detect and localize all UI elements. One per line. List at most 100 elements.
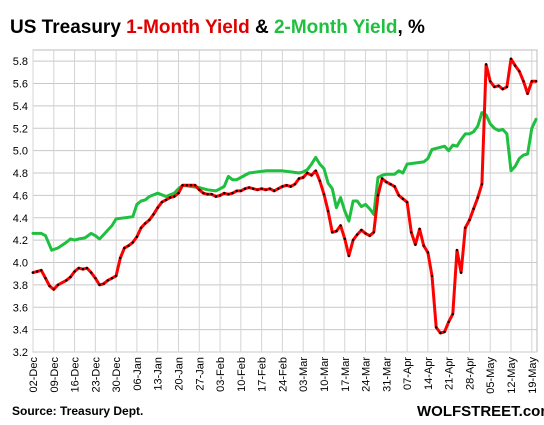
y-tick-label: 5.0 — [13, 146, 28, 158]
data-point — [484, 63, 488, 66]
data-point — [339, 224, 342, 227]
data-point — [73, 270, 76, 273]
data-point — [198, 188, 201, 191]
data-point — [356, 233, 359, 236]
data-point — [235, 189, 238, 193]
x-tick-label: 27-Jan — [194, 357, 206, 391]
data-point — [310, 174, 313, 177]
x-tick-label: 21-Apr — [444, 357, 456, 390]
y-tick-label: 3.2 — [13, 347, 28, 359]
data-point — [52, 288, 55, 291]
data-point — [364, 232, 367, 235]
data-point — [443, 330, 446, 334]
data-point — [435, 326, 438, 329]
data-point — [272, 189, 276, 193]
data-point — [119, 256, 122, 260]
data-point — [297, 177, 301, 180]
data-point — [501, 87, 504, 91]
data-point — [102, 282, 105, 285]
x-tick-label: 17-Feb — [257, 357, 269, 392]
x-tick-label: 23-Dec — [90, 357, 102, 393]
x-tick-label: 24-Feb — [277, 357, 289, 392]
series-1-month-line — [31, 57, 538, 335]
data-point — [518, 70, 521, 73]
data-point — [526, 92, 529, 95]
x-tick-label: 20-Jan — [173, 357, 185, 391]
data-point — [372, 231, 375, 234]
title-part: , % — [397, 17, 425, 38]
data-point — [185, 184, 188, 187]
y-tick-label: 5.6 — [13, 79, 28, 91]
data-point — [90, 271, 93, 274]
data-point — [476, 196, 479, 199]
data-point — [385, 180, 388, 184]
data-point — [472, 207, 475, 210]
data-point — [131, 241, 134, 244]
data-point — [381, 177, 384, 180]
y-tick-label: 3.6 — [13, 302, 28, 314]
data-point — [343, 237, 346, 241]
data-point — [44, 277, 47, 280]
data-point — [293, 183, 297, 186]
x-tick-label: 10-Mar — [319, 357, 331, 392]
data-point — [164, 198, 168, 202]
data-point — [430, 274, 434, 278]
data-point — [160, 200, 164, 204]
data-point — [56, 283, 60, 287]
data-point — [285, 184, 288, 187]
data-point — [493, 85, 496, 89]
series-2-month-line — [31, 111, 538, 252]
chart-title: US Treasury 1-Month Yield & 2-Month Yiel… — [10, 17, 425, 38]
x-axis-ticks: 02-Dec 09-Dec 16-Dec 23-Dec 30-Dec 06-Jan 13-J… — [28, 357, 539, 394]
data-point — [256, 188, 259, 191]
title-part: 2-Month Yield — [274, 17, 398, 38]
y-tick-label: 3.8 — [13, 280, 28, 292]
data-point — [218, 194, 222, 197]
data-point — [426, 251, 430, 254]
x-tick-label: 05-May — [485, 357, 497, 394]
grid — [32, 49, 538, 353]
data-point — [127, 244, 130, 247]
x-tick-label: 07-Apr — [402, 357, 414, 390]
data-point — [331, 231, 334, 234]
data-point — [227, 193, 230, 196]
title-part: 1-Month Yield — [126, 17, 250, 38]
data-point — [148, 218, 151, 222]
y-axis-ticks: 3.2 3.4 3.6 3.8 4.0 4.2 4.4 4.6 4.8 5.0 5.2 5.4 5.6 5… — [13, 56, 28, 359]
data-point — [464, 226, 467, 229]
x-tick-label: 03-Mar — [298, 357, 310, 392]
data-point — [48, 284, 51, 288]
data-point — [289, 185, 292, 188]
data-point — [144, 222, 147, 225]
data-point — [393, 185, 396, 188]
data-point — [314, 169, 317, 172]
data-point — [169, 196, 172, 199]
data-point — [81, 268, 85, 271]
data-point — [77, 266, 80, 270]
data-point — [480, 183, 484, 186]
data-point — [135, 235, 139, 238]
data-point — [414, 243, 417, 246]
y-tick-label: 4.6 — [13, 190, 28, 202]
source-note: Source: Treasury Dept. — [12, 404, 143, 418]
data-point — [368, 234, 371, 237]
data-point — [156, 206, 159, 209]
data-point — [418, 227, 421, 231]
data-point — [497, 84, 500, 88]
data-point — [206, 193, 209, 196]
x-tick-label: 13-Jan — [153, 357, 165, 391]
data-point — [239, 189, 242, 193]
data-point — [422, 244, 425, 247]
data-point — [318, 179, 321, 183]
data-point — [65, 279, 68, 282]
data-point — [223, 192, 226, 195]
data-point — [459, 271, 463, 274]
x-tick-label: 28-Apr — [464, 357, 476, 390]
data-point — [347, 254, 351, 257]
data-point — [177, 192, 180, 195]
data-point — [326, 209, 330, 213]
data-point — [514, 64, 517, 67]
data-point — [281, 185, 284, 188]
x-tick-label: 09-Dec — [49, 357, 61, 393]
data-point — [360, 228, 363, 232]
